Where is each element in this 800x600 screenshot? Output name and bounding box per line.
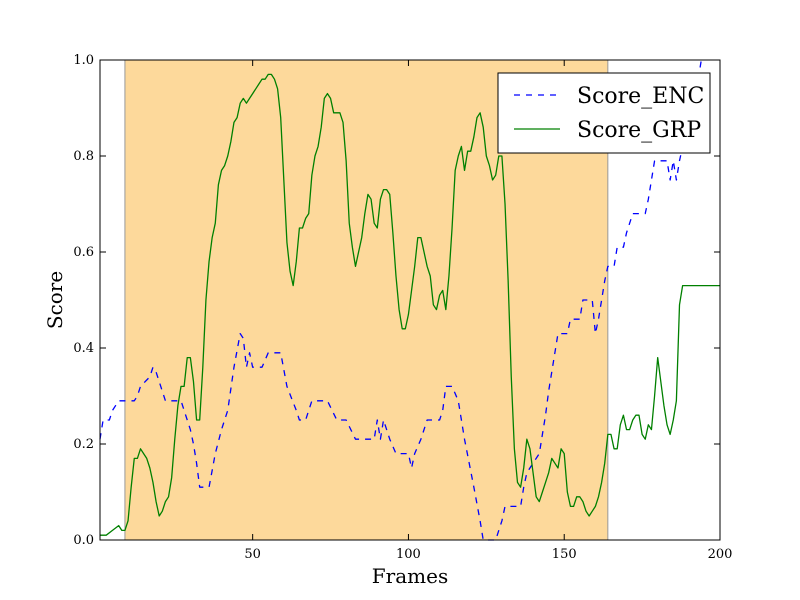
y-tick-label: 0.0 [73,533,94,548]
x-tick-label: 200 [708,547,733,562]
plot-frame [99,59,721,541]
tick-layer: 50 100 150 200 0.0 0.2 0.4 0.6 0.8 1.0 [73,53,732,562]
y-tick-label: 1.0 [73,53,94,68]
x-axis-label: Frames [372,564,448,588]
legend-label-grp: Score_GRP [577,118,701,143]
series-line-score-grp [100,73,720,536]
series-layer [99,59,720,541]
y-axis-label: Score [43,271,67,329]
y-tick-label: 0.2 [73,437,94,452]
x-tick-label: 100 [396,547,421,562]
legend-box [497,72,711,154]
y-tick-label: 0.4 [73,341,94,356]
x-tick-label: 50 [244,547,261,562]
y-tick-label: 0.6 [73,245,94,260]
legend-label-enc: Score_ENC [577,84,704,109]
x-tick-label: 150 [552,547,577,562]
y-tick-label: 0.8 [73,149,94,164]
legend: Score_ENC Score_GRP [497,72,711,154]
